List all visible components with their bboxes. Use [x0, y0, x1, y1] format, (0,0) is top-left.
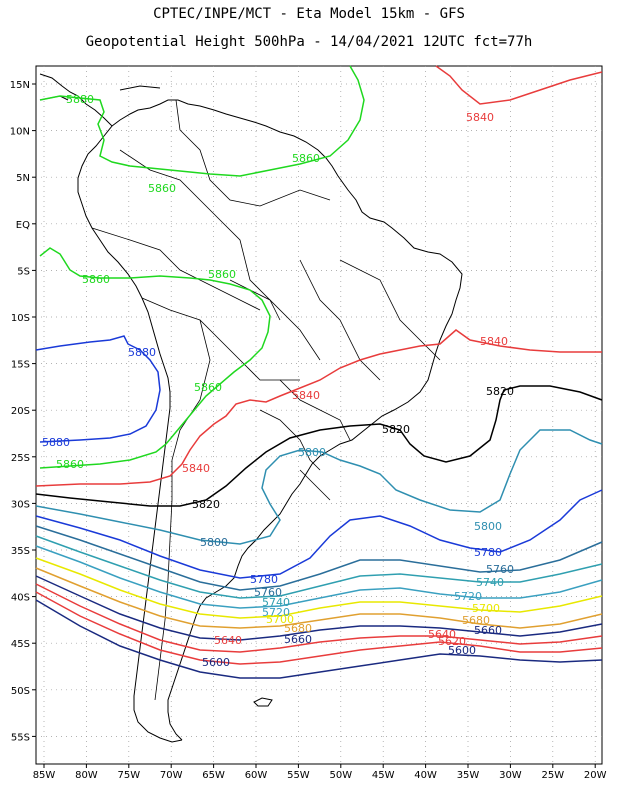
contour-label: 5800 — [474, 520, 502, 533]
latitude-label: 10S — [11, 313, 30, 324]
latitude-label: 40S — [11, 593, 30, 604]
contour-5880-blue — [35, 335, 161, 443]
contour-5720 — [35, 545, 603, 609]
latitude-label: 30S — [11, 499, 30, 510]
contour-label: 5800 — [298, 446, 326, 459]
latitude-label: 45S — [11, 639, 30, 650]
contour-label: 5760 — [254, 586, 282, 599]
longitude-label: 50W — [329, 770, 352, 781]
contour-label: 5660 — [474, 624, 502, 637]
contour-label: 5680 — [462, 614, 490, 627]
contour-5680 — [35, 567, 603, 629]
longitude-label: 85W — [33, 770, 56, 781]
contour-label: 5680 — [284, 622, 312, 635]
contour-label: 5820 — [192, 498, 220, 511]
longitude-label: 80W — [75, 770, 98, 781]
contour-label: 5620 — [438, 635, 466, 648]
contour-5620 — [35, 591, 603, 665]
latitude-label: 15N — [10, 80, 30, 91]
contour-5840-ne — [435, 65, 603, 105]
latitude-labels: 15N 10N 5N EQ 5S 10S 15S 20S 25S 30S 35S 40S 45S 50S 5… — [10, 80, 30, 743]
longitude-label: 65W — [202, 770, 225, 781]
contour-label: 5720 — [262, 606, 290, 619]
contour-label: 5600 — [448, 644, 476, 657]
height-contours — [35, 65, 603, 679]
longitude-label: 55W — [287, 770, 310, 781]
contour-label: 5860 — [292, 152, 320, 165]
contour-label: 5840 — [466, 111, 494, 124]
latitude-label: 20S — [11, 406, 30, 417]
contour-5820 — [35, 385, 603, 507]
contour-5740 — [35, 535, 603, 599]
latitude-label: 35S — [11, 546, 30, 557]
longitude-label: 60W — [245, 770, 268, 781]
contour-5880-north — [39, 65, 365, 177]
contour-label: 5880 — [128, 346, 156, 359]
latitude-label: 5N — [16, 173, 30, 184]
contour-label: 5860 — [194, 381, 222, 394]
contour-label: 5640 — [214, 634, 242, 647]
map-subtitle: Geopotential Height 500hPa - 14/04/2021 … — [85, 34, 533, 50]
contour-label: 5700 — [472, 602, 500, 615]
contour-5780 — [35, 489, 603, 579]
latitude-label: EQ — [16, 220, 30, 231]
latitude-label: 15S — [11, 360, 30, 371]
contour-labels: 5880 5860 5860 5860 5860 5860 5880 5860 5840 5840… — [42, 93, 514, 669]
longitude-label: 30W — [499, 770, 522, 781]
map-frame — [35, 65, 603, 765]
latitude-label: 10N — [10, 127, 30, 138]
latitude-label: 55S — [11, 732, 30, 743]
contour-label: 5840 — [182, 462, 210, 475]
country-borders — [91, 99, 441, 701]
contour-5860-south — [39, 247, 271, 469]
latitude-label: 25S — [11, 453, 30, 464]
contour-label: 5820 — [486, 385, 514, 398]
contour-label: 5820 — [382, 423, 410, 436]
contour-label: 5860 — [148, 182, 176, 195]
axis-ticks — [32, 83, 596, 768]
contour-label: 5860 — [56, 458, 84, 471]
contour-label: 5660 — [284, 633, 312, 646]
contour-label: 5640 — [428, 628, 456, 641]
contour-label: 5600 — [202, 656, 230, 669]
latitude-label: 5S — [17, 266, 30, 277]
contour-label: 5880 — [42, 436, 70, 449]
contour-label: 5860 — [208, 268, 236, 281]
contour-label: 5740 — [476, 576, 504, 589]
longitude-label: 70W — [160, 770, 183, 781]
latitude-label: 50S — [11, 686, 30, 697]
contour-5600 — [35, 599, 603, 679]
contour-5800 — [35, 429, 603, 545]
contour-label: 5780 — [250, 573, 278, 586]
contour-label: 5840 — [292, 389, 320, 402]
contour-label: 5840 — [480, 335, 508, 348]
contour-5700 — [35, 557, 603, 619]
longitude-label: 40W — [414, 770, 437, 781]
contour-5640 — [35, 583, 603, 653]
longitude-labels: 85W 80W 75W 70W 65W 60W 55W 50W 45W 40W 35W 30W 25W 2… — [33, 770, 607, 781]
contour-label: 5720 — [454, 590, 482, 603]
longitude-label: 20W — [584, 770, 607, 781]
contour-5840 — [35, 329, 602, 487]
contour-label: 5760 — [486, 563, 514, 576]
contour-5760 — [35, 525, 603, 591]
longitude-label: 45W — [372, 770, 395, 781]
contour-label: 5780 — [474, 546, 502, 559]
contour-label: 5880 — [66, 93, 94, 106]
contour-5660 — [35, 575, 603, 641]
contour-label: 5740 — [262, 596, 290, 609]
contour-label: 5860 — [82, 273, 110, 286]
contour-label: 5800 — [200, 536, 228, 549]
contour-label: 5700 — [266, 613, 294, 626]
longitude-label: 35W — [457, 770, 480, 781]
longitude-label: 25W — [541, 770, 564, 781]
longitude-label: 75W — [117, 770, 140, 781]
map-title: CPTEC/INPE/MCT - Eta Model 15km - GFS — [153, 6, 465, 22]
